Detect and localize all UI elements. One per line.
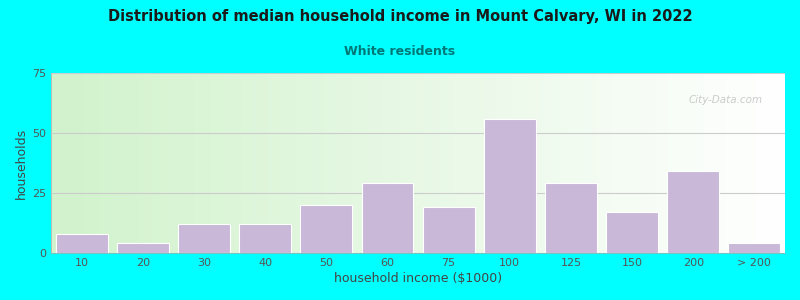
X-axis label: household income ($1000): household income ($1000) — [334, 272, 502, 285]
Bar — [300, 205, 352, 253]
Bar — [239, 224, 291, 253]
Bar — [56, 234, 108, 253]
Bar — [729, 243, 781, 253]
Text: City-Data.com: City-Data.com — [689, 94, 763, 105]
Text: Distribution of median household income in Mount Calvary, WI in 2022: Distribution of median household income … — [108, 9, 692, 24]
Bar — [362, 183, 414, 253]
Bar — [667, 171, 719, 253]
Text: White residents: White residents — [345, 45, 455, 58]
Bar — [178, 224, 230, 253]
Bar — [606, 212, 658, 253]
Y-axis label: households: households — [15, 128, 28, 199]
Bar — [117, 243, 169, 253]
Bar — [422, 207, 474, 253]
Bar — [484, 118, 536, 253]
Bar — [545, 183, 597, 253]
